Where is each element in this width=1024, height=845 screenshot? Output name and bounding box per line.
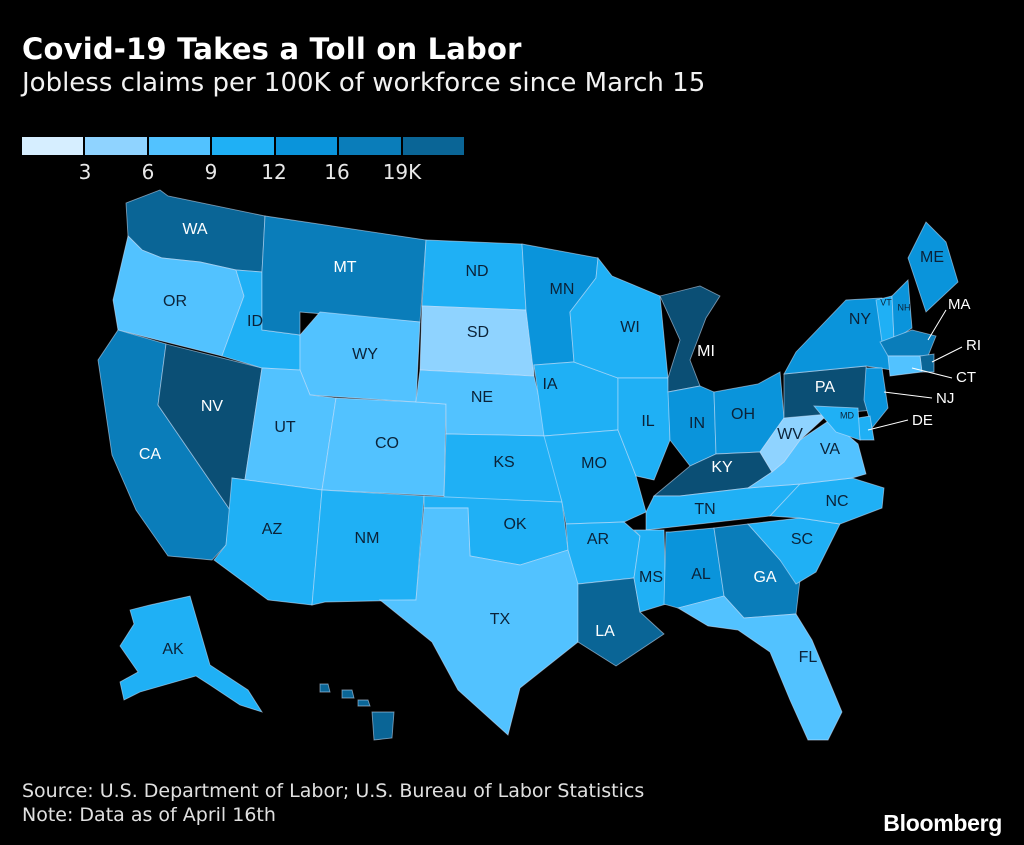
- state-label-oh: OH: [731, 406, 755, 423]
- state-label-ma: MA: [948, 296, 971, 313]
- state-label-wa: WA: [182, 221, 208, 238]
- state-label-ne: NE: [471, 389, 493, 406]
- legend-tick: 9: [204, 160, 218, 184]
- state-hi-island: [357, 699, 371, 707]
- state-label-ok: OK: [503, 516, 526, 533]
- legend-tick: 12: [261, 160, 287, 184]
- chart-title: Covid-19 Takes a Toll on Labor: [22, 32, 522, 66]
- state-hi-island: [371, 711, 395, 741]
- legend-ticks: 3 6 9 12 16 19K: [22, 160, 464, 186]
- state-label-ar: AR: [587, 531, 609, 548]
- leader-line-nj: [883, 391, 933, 399]
- state-label-nd: ND: [465, 263, 488, 280]
- state-az: [213, 477, 323, 606]
- state-label-nc: NC: [825, 493, 848, 510]
- state-label-wi: WI: [620, 319, 640, 336]
- state-me: [907, 221, 959, 313]
- legend-bin-4: [212, 137, 274, 155]
- state-label-wv: WV: [777, 426, 803, 443]
- state-nh: [891, 278, 913, 341]
- state-label-nv: NV: [201, 398, 224, 415]
- state-mi: [659, 285, 721, 393]
- legend-bin-3: [148, 137, 211, 155]
- state-label-va: VA: [820, 441, 840, 458]
- state-label-ky: KY: [711, 459, 733, 476]
- state-label-ak: AK: [162, 641, 184, 658]
- state-label-il: IL: [641, 413, 654, 430]
- state-label-al: AL: [691, 566, 711, 583]
- state-label-nj: NJ: [936, 390, 954, 407]
- state-label-ms: MS: [639, 569, 663, 586]
- bloomberg-logo: Bloomberg: [883, 810, 1002, 836]
- legend-bin-1: [22, 137, 84, 155]
- legend-tick: 19K: [382, 160, 422, 184]
- legend-bin-5: [275, 137, 338, 155]
- state-label-ny: NY: [849, 311, 872, 328]
- state-label-ia: IA: [542, 376, 557, 393]
- state-label-mt: MT: [333, 259, 356, 276]
- state-label-sd: SD: [467, 324, 489, 341]
- state-label-de: DE: [912, 412, 933, 429]
- state-label-ct: CT: [956, 369, 976, 386]
- data-note: Note: Data as of April 16th: [22, 804, 276, 826]
- state-label-ca: CA: [139, 446, 162, 463]
- state-label-mn: MN: [550, 281, 575, 298]
- state-ny: [783, 297, 893, 375]
- leader-line-ct: [911, 367, 953, 379]
- leader-line-ri: [931, 346, 963, 363]
- legend-tick: 6: [141, 160, 155, 184]
- state-label-me: ME: [920, 249, 944, 266]
- state-tx: [378, 507, 581, 736]
- state-ct: [887, 355, 923, 377]
- state-label-id: ID: [247, 313, 263, 330]
- state-label-wy: WY: [352, 346, 378, 363]
- state-label-mi: MI: [697, 343, 715, 360]
- state-ak: [119, 595, 264, 713]
- state-hi: [319, 683, 331, 693]
- legend-bin-6: [339, 137, 401, 155]
- state-label-tx: TX: [490, 611, 511, 628]
- state-label-tn: TN: [694, 501, 715, 518]
- legend-tick: 16: [324, 160, 350, 184]
- chart-subtitle: Jobless claims per 100K of workforce sin…: [22, 68, 706, 98]
- state-label-mo: MO: [581, 455, 607, 472]
- state-label-pa: PA: [815, 379, 835, 396]
- state-label-in: IN: [689, 415, 705, 432]
- state-label-la: LA: [595, 623, 615, 640]
- state-fl: [676, 595, 843, 741]
- state-label-ga: GA: [753, 569, 776, 586]
- state-co: [321, 397, 447, 497]
- state-label-nm: NM: [355, 530, 380, 547]
- state-md: [813, 405, 861, 441]
- state-label-vt: VT: [880, 297, 892, 307]
- state-hi-island: [341, 689, 355, 699]
- leader-line-de: [867, 419, 909, 431]
- color-legend: [22, 137, 464, 155]
- legend-bin-2: [85, 137, 147, 155]
- state-nj: [863, 367, 889, 429]
- state-label-co: CO: [375, 435, 399, 452]
- state-label-sc: SC: [791, 531, 813, 548]
- leader-line-ma: [927, 309, 947, 341]
- state-label-fl: FL: [799, 649, 818, 666]
- state-label-md: MD: [840, 410, 854, 420]
- legend-tick: 3: [78, 160, 92, 184]
- state-nm: [311, 489, 425, 606]
- state-label-or: OR: [163, 293, 187, 310]
- state-label-ks: KS: [493, 454, 514, 471]
- legend-bin-7: [402, 137, 464, 155]
- state-label-az: AZ: [262, 521, 283, 538]
- state-label-ri: RI: [966, 337, 981, 354]
- state-ma: [879, 329, 937, 357]
- state-label-nh: NH: [898, 302, 911, 312]
- source-note: Source: U.S. Department of Labor; U.S. B…: [22, 780, 645, 802]
- state-label-ut: UT: [274, 419, 296, 436]
- state-ms: [632, 529, 667, 613]
